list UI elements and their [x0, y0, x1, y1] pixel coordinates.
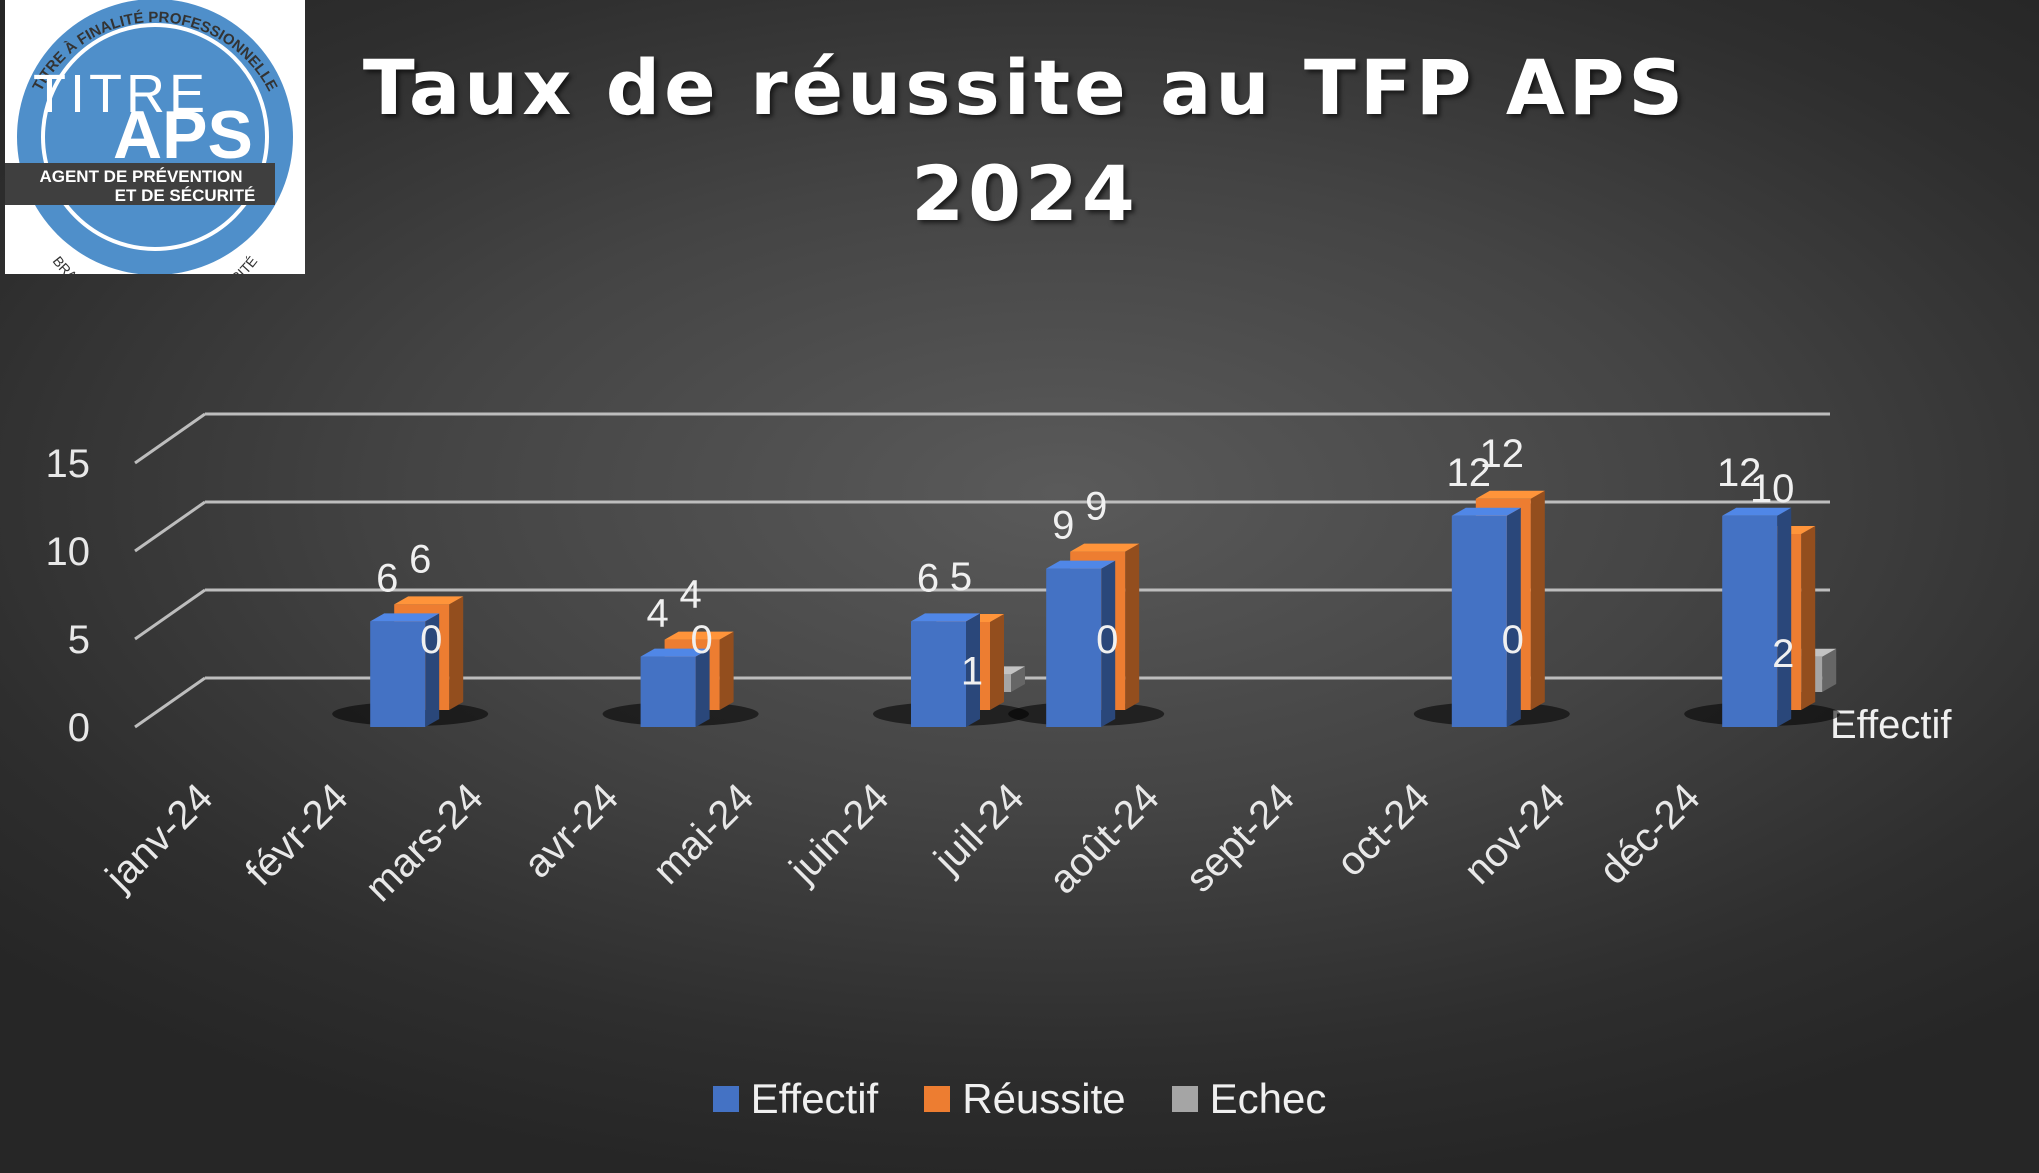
- legend-item-echec: Echec: [1171, 1075, 1327, 1123]
- data-label-reussite: 12: [1480, 432, 1525, 476]
- legend-label-effectif: Effectif: [750, 1075, 879, 1122]
- x-tick-label: sept-24: [1178, 775, 1303, 900]
- bar-effectif-side: [695, 648, 710, 727]
- data-label-echec: 0: [420, 618, 442, 662]
- gridline-depth: [134, 588, 206, 641]
- chart-title-line2: 2024: [911, 149, 1139, 238]
- bar-effectif-top: [370, 613, 440, 622]
- data-label-effectif: 6: [917, 556, 939, 600]
- bar-réussite-top: [1070, 543, 1140, 552]
- data-label-effectif: 4: [646, 592, 668, 636]
- x-tick-label: nov-24: [1456, 775, 1574, 893]
- y-tick-label: 15: [46, 442, 91, 486]
- bar-effectif: [1046, 568, 1102, 727]
- data-label-reussite: 10: [1750, 467, 1795, 511]
- bar-echec-side: [1011, 666, 1025, 692]
- legend-swatch-echec: [1171, 1086, 1198, 1112]
- x-tick-label: mai-24: [645, 775, 763, 893]
- data-label-effectif: 12: [1447, 451, 1492, 495]
- data-label-reussite: 6: [409, 537, 431, 581]
- logo-band: [5, 163, 275, 205]
- bar-réussite-top: [394, 596, 464, 605]
- bar-effectif-top: [1451, 507, 1521, 516]
- gridline-depth: [134, 500, 206, 553]
- bar-réussite-top: [664, 631, 734, 640]
- x-tick-label: juil-24: [925, 775, 1032, 882]
- bar-effectif: [1451, 515, 1507, 727]
- gridline-depth: [134, 676, 206, 729]
- bar-effectif-side: [425, 613, 440, 727]
- y-tick-label: 0: [68, 706, 90, 750]
- legend-label-echec: Echec: [1209, 1075, 1327, 1122]
- data-label-effectif: 9: [1052, 504, 1074, 548]
- bar-effectif: [640, 656, 696, 727]
- bar-effectif-side: [966, 613, 980, 727]
- logo-word-titre: TITRE: [33, 64, 209, 124]
- legend-swatch-effectif: [712, 1086, 739, 1112]
- bar-effectif: [1722, 515, 1778, 727]
- logo-word-aps: APS: [113, 97, 253, 173]
- bar-effectif-top: [1046, 560, 1116, 569]
- x-tick-label: juin-24: [781, 775, 898, 892]
- bar-effectif-top: [911, 613, 980, 622]
- data-label-echec: 2: [1772, 632, 1794, 676]
- bar-réussite-side: [1125, 543, 1140, 710]
- bar-réussite-side: [719, 631, 734, 710]
- data-label-echec: 1: [961, 649, 983, 693]
- bar-effectif: [370, 621, 426, 727]
- bar-réussite-side: [449, 596, 464, 710]
- data-label-echec: 0: [1096, 618, 1118, 662]
- chart-title-line1: Taux de réussite au TFP APS: [362, 43, 1688, 132]
- legend-item-reussite: Réussite: [924, 1075, 1126, 1123]
- data-label-echec: 0: [690, 618, 712, 662]
- x-tick-label: déc-24: [1591, 775, 1709, 893]
- bar-effectif-side: [1101, 560, 1116, 727]
- chart-legend: Effectif Réussite Echec: [0, 1075, 2039, 1123]
- bar-effectif-side: [1777, 507, 1792, 727]
- bar-réussite-top: [1475, 490, 1545, 499]
- data-label-effectif: 6: [376, 556, 398, 600]
- bar-réussite-side: [1530, 490, 1545, 710]
- y-tick-label: 10: [46, 530, 91, 574]
- x-tick-label: oct-24: [1328, 775, 1438, 885]
- gridline-depth: [134, 412, 206, 465]
- x-tick-label: avr-24: [516, 775, 627, 886]
- x-tick-label: janv-24: [97, 775, 222, 900]
- data-label-reussite: 9: [1085, 485, 1107, 529]
- x-tick-label: févr-24: [237, 775, 356, 894]
- bar-effectif-side: [1506, 507, 1521, 727]
- logo-band-line2: ET DE SÉCURITÉ: [115, 186, 256, 205]
- legend-swatch-reussite: [924, 1086, 951, 1112]
- bar-effectif-top: [1722, 507, 1792, 516]
- bar-echec-side: [1822, 648, 1837, 692]
- logo-band-line1: AGENT DE PRÉVENTION: [39, 167, 242, 186]
- data-label-reussite: 5: [950, 555, 972, 599]
- logo-circle: [17, 0, 293, 274]
- y-tick-label: 5: [68, 618, 90, 662]
- legend-label-reussite: Réussite: [962, 1075, 1126, 1122]
- bar-effectif: [911, 621, 966, 727]
- x-tick-label: août-24: [1041, 775, 1168, 902]
- bar-réussite-side: [990, 614, 1004, 710]
- titre-aps-logo: TITRE À FINALITÉ PROFESSIONNELLE TITRE A…: [5, 0, 305, 274]
- legend-item-effectif: Effectif: [712, 1075, 879, 1123]
- depth-axis-label: Effectif: [1830, 703, 1952, 747]
- bar-réussite-side: [1801, 526, 1816, 710]
- x-tick-label: mars-24: [357, 775, 492, 910]
- data-label-reussite: 4: [679, 573, 701, 617]
- data-label-effectif: 12: [1717, 451, 1762, 495]
- data-label-echec: 0: [1502, 618, 1524, 662]
- logo-ring: [41, 23, 269, 251]
- bar-effectif-top: [640, 648, 710, 657]
- chart-title: Taux de réussite au TFP APS 2024: [350, 35, 1700, 247]
